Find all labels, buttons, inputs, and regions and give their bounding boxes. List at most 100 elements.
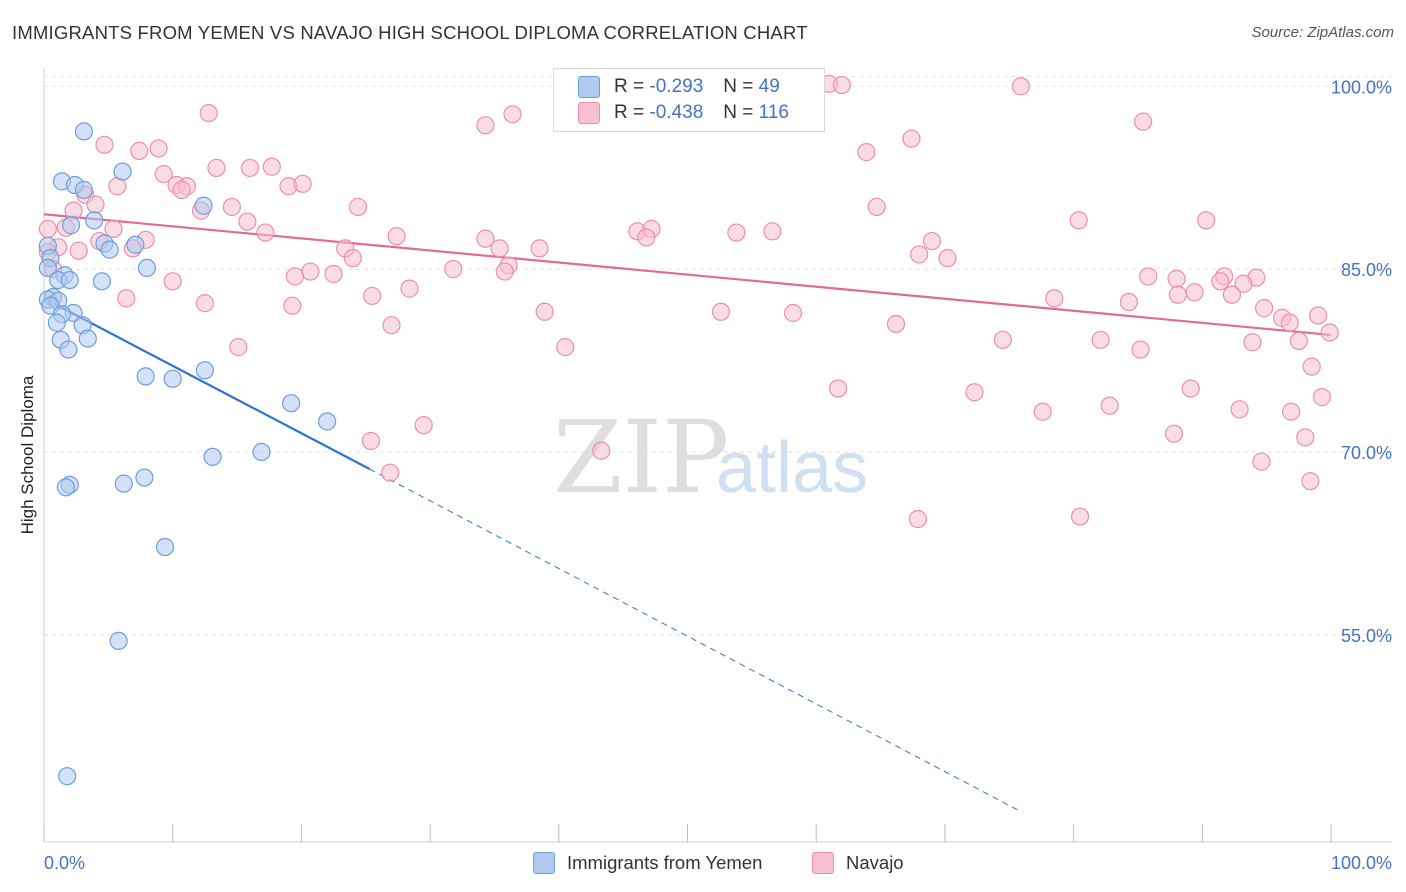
point-navajo bbox=[1320, 323, 1339, 342]
point-navajo bbox=[343, 249, 362, 268]
point-navajo bbox=[1289, 331, 1308, 351]
point-navajo bbox=[222, 197, 242, 217]
point-navajo bbox=[1070, 507, 1090, 526]
point-navajo bbox=[1234, 274, 1253, 293]
point-navajo bbox=[1211, 272, 1230, 291]
point-navajo bbox=[1011, 77, 1030, 96]
point-navajo bbox=[592, 441, 611, 460]
point-navajo bbox=[301, 262, 320, 281]
point-navajo bbox=[381, 463, 400, 482]
point-navajo bbox=[283, 296, 302, 315]
point-navajo bbox=[1139, 267, 1158, 286]
point-navajo bbox=[711, 302, 731, 321]
source-credit: Source: ZipAtlas.com bbox=[1251, 24, 1394, 41]
y-tick-label: 100.0% bbox=[1331, 77, 1392, 97]
point-navajo bbox=[783, 303, 803, 323]
point-navajo bbox=[238, 212, 257, 231]
point-yemen bbox=[195, 361, 214, 380]
point-yemen bbox=[155, 537, 175, 557]
legend-row-navajo: R = -0.438 N = 116 bbox=[578, 101, 789, 125]
point-navajo bbox=[1119, 292, 1139, 312]
point-yemen bbox=[137, 258, 157, 277]
watermark-zip: ZIP bbox=[553, 399, 729, 516]
point-yemen bbox=[114, 474, 133, 493]
point-navajo bbox=[414, 416, 433, 435]
y-axis-label: High School Diploma bbox=[18, 375, 37, 534]
tick-labels: 55.0% 70.0% 85.0% 100.0% 0.0% 100.0% bbox=[44, 77, 1392, 873]
point-navajo bbox=[444, 260, 463, 279]
point-yemen bbox=[74, 122, 93, 141]
point-navajo bbox=[163, 272, 182, 291]
point-navajo bbox=[293, 174, 312, 193]
r-label: R = bbox=[614, 76, 645, 97]
point-yemen bbox=[100, 240, 119, 259]
bottom-legend-label-yemen: Immigrants from Yemen bbox=[567, 852, 763, 873]
point-navajo bbox=[535, 302, 554, 321]
point-navajo bbox=[867, 197, 886, 217]
point-yemen bbox=[252, 442, 271, 462]
point-yemen bbox=[113, 162, 132, 181]
point-navajo bbox=[1168, 285, 1187, 304]
n-label: N = bbox=[723, 76, 754, 97]
point-navajo bbox=[1167, 269, 1186, 288]
point-navajo bbox=[1131, 340, 1150, 359]
point-yemen bbox=[126, 235, 145, 254]
point-navajo bbox=[240, 158, 260, 178]
point-navajo bbox=[69, 241, 88, 260]
point-yemen bbox=[135, 468, 154, 487]
point-navajo bbox=[199, 103, 218, 123]
point-navajo bbox=[1133, 112, 1153, 131]
point-yemen bbox=[318, 412, 337, 431]
point-navajo bbox=[382, 316, 401, 335]
point-navajo bbox=[832, 75, 852, 95]
point-navajo bbox=[86, 195, 105, 214]
point-navajo bbox=[495, 262, 514, 281]
point-navajo bbox=[1197, 211, 1216, 230]
point-navajo bbox=[207, 158, 226, 178]
bottom-legend-swatch-navajo bbox=[812, 852, 834, 874]
point-navajo bbox=[285, 267, 305, 286]
point-navajo bbox=[1164, 424, 1184, 443]
point-navajo bbox=[886, 314, 906, 334]
axes bbox=[43, 68, 1392, 843]
point-navajo bbox=[172, 180, 191, 199]
x-tick-label: 0.0% bbox=[44, 853, 85, 873]
legend-row-yemen: R = -0.293 N = 49 bbox=[578, 75, 780, 99]
point-navajo bbox=[490, 239, 509, 258]
point-yemen bbox=[60, 270, 79, 290]
point-navajo bbox=[361, 431, 380, 451]
point-yemen bbox=[38, 258, 57, 277]
point-navajo bbox=[1312, 388, 1332, 407]
point-navajo bbox=[530, 239, 549, 258]
bottom-legend-label-navajo: Navajo bbox=[846, 852, 904, 873]
point-navajo bbox=[195, 294, 214, 313]
point-navajo bbox=[117, 289, 136, 308]
y-tick-label: 70.0% bbox=[1341, 443, 1392, 463]
data-points bbox=[38, 74, 1339, 786]
point-navajo bbox=[857, 143, 876, 162]
point-navajo bbox=[763, 222, 782, 241]
n-value: 116 bbox=[758, 102, 789, 123]
point-navajo bbox=[1222, 285, 1242, 304]
chart-title: IMMIGRANTS FROM YEMEN VS NAVAJO HIGH SCH… bbox=[12, 22, 808, 43]
point-navajo bbox=[938, 249, 957, 268]
point-navajo bbox=[1282, 402, 1301, 421]
point-navajo bbox=[262, 157, 281, 176]
r-value: -0.293 bbox=[649, 76, 704, 97]
point-yemen bbox=[194, 196, 213, 215]
trend-line-yemen bbox=[43, 297, 371, 470]
watermark-atlas: atlas bbox=[716, 428, 868, 508]
point-navajo bbox=[104, 219, 123, 238]
point-navajo bbox=[387, 227, 406, 246]
point-navajo bbox=[1309, 306, 1328, 325]
point-navajo bbox=[476, 116, 495, 135]
point-navajo bbox=[902, 129, 921, 148]
legend-swatch-yemen bbox=[578, 76, 600, 98]
y-tick-label: 85.0% bbox=[1341, 260, 1392, 280]
point-yemen bbox=[59, 340, 78, 359]
legend-swatch-navajo bbox=[578, 102, 600, 124]
point-yemen bbox=[61, 216, 81, 235]
point-navajo bbox=[1069, 211, 1088, 230]
point-navajo bbox=[324, 264, 343, 284]
